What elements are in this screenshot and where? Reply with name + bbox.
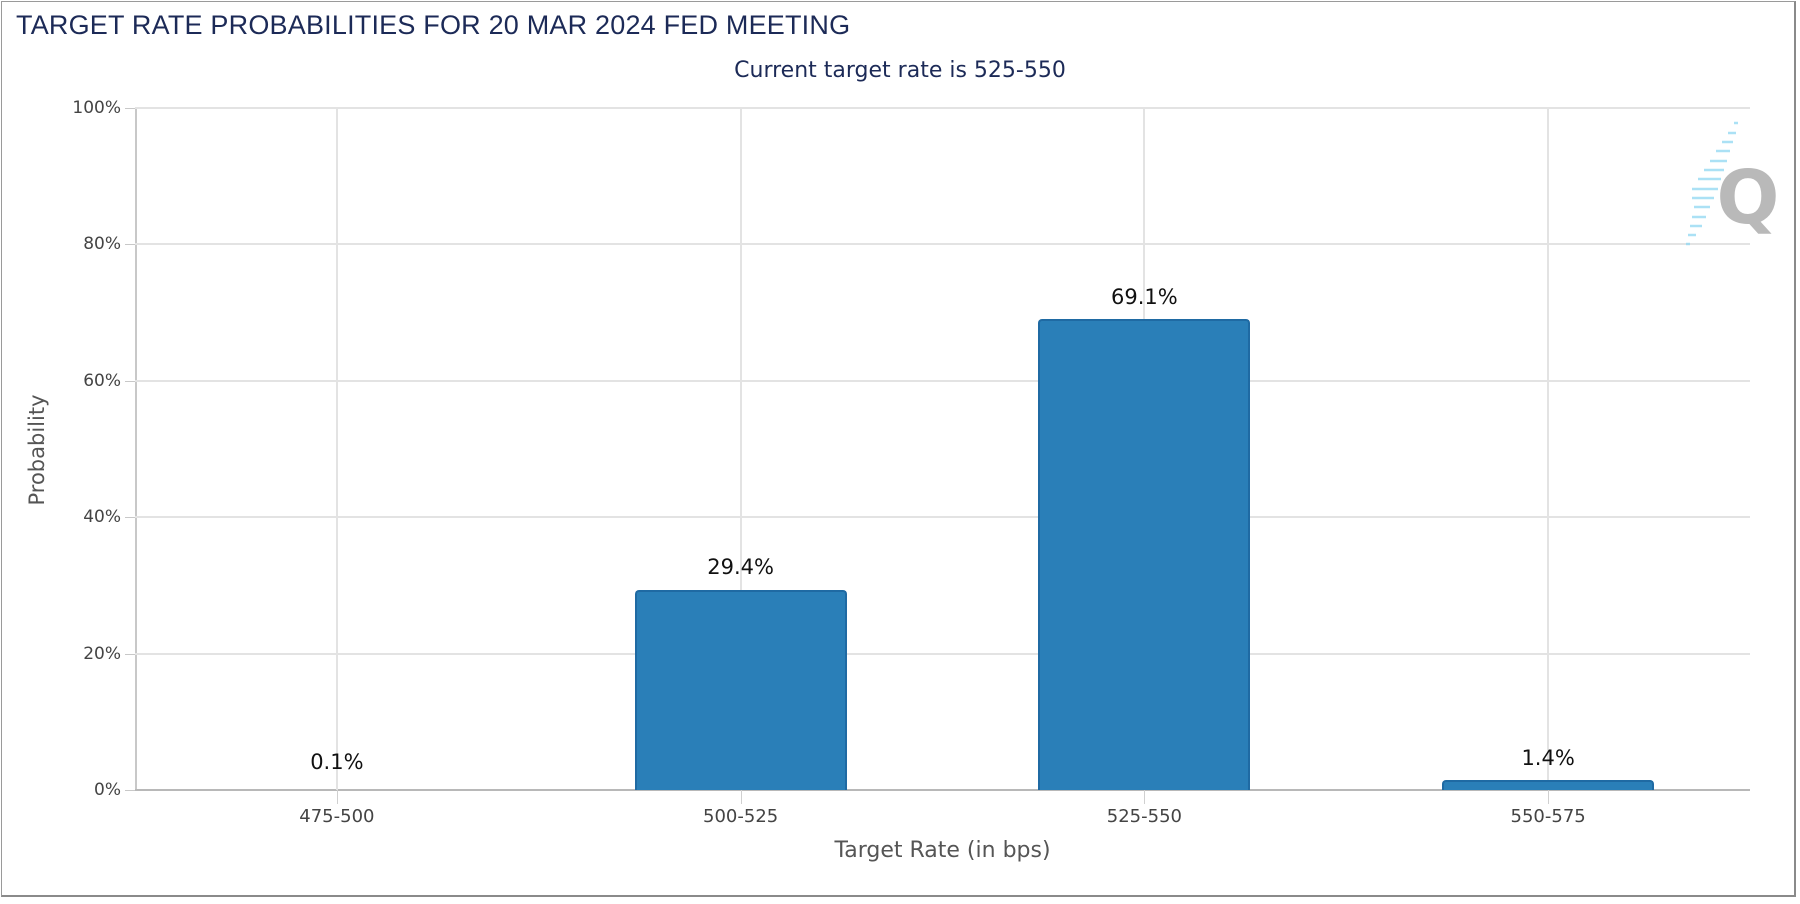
bar-value-label: 69.1% <box>1111 284 1178 309</box>
x-tick-label: 550-575 <box>1510 806 1586 827</box>
gridline-vertical <box>739 108 742 790</box>
gridline-horizontal <box>135 379 1750 382</box>
y-tick-mark <box>125 517 135 519</box>
y-tick-mark <box>125 380 135 382</box>
y-tick-label: 40% <box>83 507 121 528</box>
y-tick-mark <box>125 244 135 246</box>
chart-title: TARGET RATE PROBABILITIES FOR 20 MAR 202… <box>16 10 851 40</box>
gridline-horizontal <box>135 652 1750 655</box>
chart-subtitle: Current target rate is 525-550 <box>734 58 1066 83</box>
svg-text:Q: Q <box>1717 155 1780 241</box>
x-tick-label: 525-550 <box>1106 806 1182 827</box>
y-axis-label: Probability <box>25 394 49 506</box>
x-axis-label: Target Rate (in bps) <box>834 838 1051 863</box>
bar-value-label: 1.4% <box>1521 746 1575 771</box>
gridline-horizontal <box>135 107 1750 109</box>
x-axis-line <box>135 789 1750 791</box>
y-tick-mark <box>125 108 135 109</box>
bar-525-550[interactable] <box>1038 318 1251 790</box>
y-tick-label: 0% <box>94 780 121 800</box>
x-tick-mark <box>1548 790 1550 804</box>
gridline-horizontal <box>135 516 1750 519</box>
y-tick-mark <box>125 653 135 655</box>
x-tick-label: 500-525 <box>703 806 779 827</box>
bar-550-575[interactable] <box>1442 780 1655 790</box>
gridline-horizontal <box>135 243 1750 246</box>
y-tick-mark <box>125 790 135 791</box>
bar-value-label: 0.1% <box>310 750 364 774</box>
y-tick-label: 80% <box>83 234 121 255</box>
y-tick-label: 100% <box>72 98 121 118</box>
y-tick-label: 20% <box>83 643 121 664</box>
x-tick-mark <box>1144 790 1146 804</box>
q-logo-icon: Q <box>1686 121 1780 246</box>
y-tick-label: 60% <box>83 370 121 391</box>
gridline-vertical <box>1547 108 1550 790</box>
plot-area: 0% 20% 40% 60% 80% 100% 0.1% 475-500 29.4% 500-52… <box>72 98 1750 827</box>
bar-500-525[interactable] <box>634 589 847 790</box>
y-axis-line <box>135 108 137 790</box>
x-tick-label: 475-500 <box>299 806 375 827</box>
x-tick-mark <box>336 790 338 804</box>
bar-value-label: 29.4% <box>707 555 774 580</box>
gridline-vertical <box>335 108 338 790</box>
x-tick-mark <box>740 790 742 804</box>
